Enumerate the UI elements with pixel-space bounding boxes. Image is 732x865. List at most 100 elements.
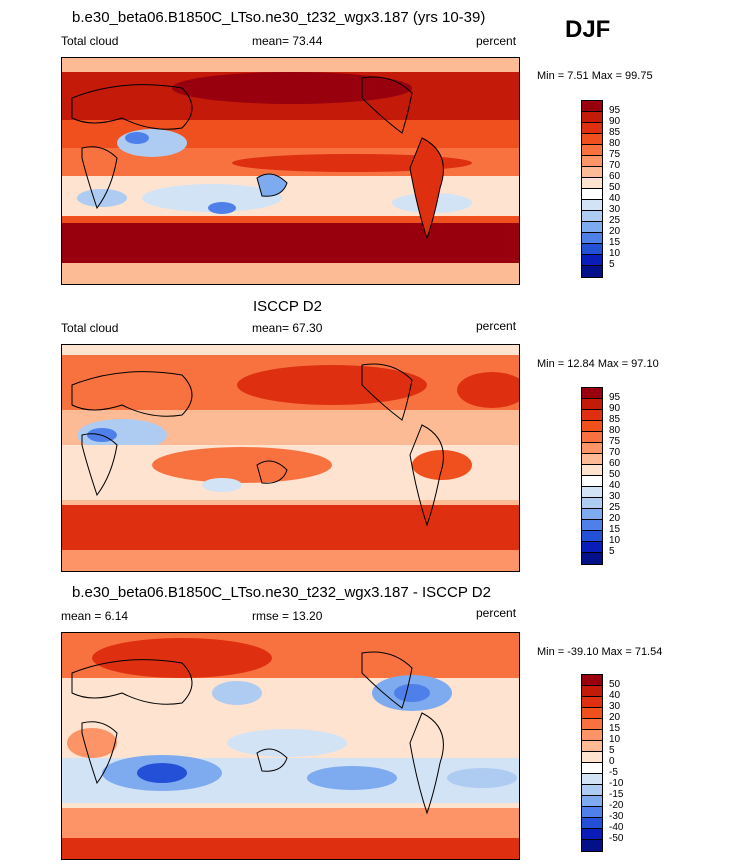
panel3-minmax: Min = -39.10 Max = 71.54 xyxy=(537,646,663,658)
colorbar-swatch xyxy=(582,200,602,211)
colorbar-swatch xyxy=(582,730,602,741)
colorbar-tick-label: 30 xyxy=(609,491,621,502)
colorbar-tick-label: -40 xyxy=(609,822,624,833)
colorbar-swatch xyxy=(582,388,602,399)
colorbar-tick-label: 50 xyxy=(609,469,621,480)
panel1-title: b.e30_beta06.B1850C_LTso.ne30_t232_wgx3.… xyxy=(72,9,486,26)
colorbar-tick-label: 80 xyxy=(609,425,621,436)
colorbar-swatch xyxy=(582,410,602,421)
colorbar-swatch xyxy=(582,211,602,222)
colorbar-swatch xyxy=(582,222,602,233)
colorbar-swatch xyxy=(582,178,602,189)
colorbar-tick-label: -20 xyxy=(609,800,624,811)
panel1-colorbar xyxy=(581,100,603,278)
colorbar-swatch xyxy=(582,719,602,730)
colorbar-tick-label: 70 xyxy=(609,160,621,171)
colorbar-tick-label: 95 xyxy=(609,392,621,403)
colorbar-swatch xyxy=(582,531,602,542)
panel1-units-label: percent xyxy=(476,34,517,48)
colorbar-tick-label: 85 xyxy=(609,127,621,138)
colorbar-swatch xyxy=(582,763,602,774)
colorbar-swatch xyxy=(582,244,602,255)
colorbar-swatch xyxy=(582,465,602,476)
colorbar-swatch xyxy=(582,708,602,719)
colorbar-swatch xyxy=(582,752,602,763)
colorbar-tick-label: 75 xyxy=(609,436,621,447)
colorbar-tick-label: 40 xyxy=(609,690,621,701)
colorbar-tick-label: 80 xyxy=(609,138,621,149)
colorbar-tick-label: 40 xyxy=(609,480,621,491)
panel3-mean-label: mean = 6.14 xyxy=(61,609,129,623)
panel3-colorbar-labels: 50 40 30 20 15 10 5 0 -5 -10 -15 -20 -30 -40 -50 xyxy=(609,674,624,844)
colorbar-tick-label: 30 xyxy=(609,701,621,712)
colorbar-swatch xyxy=(582,498,602,509)
colorbar-tick-label: 25 xyxy=(609,215,621,226)
colorbar-tick-label: -5 xyxy=(609,767,618,778)
colorbar-tick-label: 20 xyxy=(609,226,621,237)
panel3-units-label: percent xyxy=(476,606,517,620)
colorbar-swatch xyxy=(582,829,602,840)
colorbar-tick-label: 40 xyxy=(609,193,621,204)
colorbar-tick-label: 10 xyxy=(609,535,621,546)
colorbar-tick-label: 15 xyxy=(609,723,621,734)
colorbar-tick-label: 10 xyxy=(609,248,621,259)
panel1-variable-label: Total cloud xyxy=(61,34,119,48)
colorbar-swatch xyxy=(582,189,602,200)
panel2-mean-label: mean= 67.30 xyxy=(252,321,323,335)
colorbar-tick-label: 25 xyxy=(609,502,621,513)
colorbar-tick-label: 90 xyxy=(609,116,621,127)
colorbar-swatch xyxy=(582,454,602,465)
colorbar-tick-label: 50 xyxy=(609,679,621,690)
colorbar-tick-label: -15 xyxy=(609,789,624,800)
colorbar-tick-label: -30 xyxy=(609,811,624,822)
panel3-colorbar xyxy=(581,674,603,852)
colorbar-swatch xyxy=(582,807,602,818)
colorbar-tick-label: 5 xyxy=(609,259,615,270)
colorbar-swatch xyxy=(582,443,602,454)
colorbar-tick-label: 75 xyxy=(609,149,621,160)
colorbar-swatch xyxy=(582,785,602,796)
panel2-units-label: percent xyxy=(476,319,517,333)
colorbar-swatch xyxy=(582,112,602,123)
colorbar-swatch xyxy=(582,233,602,244)
colorbar-swatch xyxy=(582,167,602,178)
colorbar-swatch xyxy=(582,686,602,697)
panel3-rmse-label: rmse = 13.20 xyxy=(252,609,323,623)
colorbar-tick-label: 95 xyxy=(609,105,621,116)
panel2-colorbar-labels: 95 90 85 80 75 70 60 50 40 30 25 20 15 10 5 xyxy=(609,387,621,557)
colorbar-tick-label: 60 xyxy=(609,458,621,469)
panel1-colorbar-labels: 95 90 85 80 75 70 60 50 40 30 25 20 15 10 5 xyxy=(609,100,621,270)
panel1-mean-label: mean= 73.44 xyxy=(252,34,323,48)
colorbar-swatch xyxy=(582,697,602,708)
colorbar-tick-label: 60 xyxy=(609,171,621,182)
colorbar-swatch xyxy=(582,774,602,785)
colorbar-swatch xyxy=(582,553,602,564)
colorbar-swatch xyxy=(582,741,602,752)
colorbar-swatch xyxy=(582,487,602,498)
panel2-map xyxy=(61,344,520,572)
colorbar-swatch xyxy=(582,101,602,112)
colorbar-swatch xyxy=(582,255,602,266)
panel2-colorbar xyxy=(581,387,603,565)
colorbar-tick-label: 5 xyxy=(609,745,615,756)
colorbar-tick-label: 50 xyxy=(609,182,621,193)
panel3-difference-field xyxy=(62,633,519,859)
colorbar-tick-label: 10 xyxy=(609,734,621,745)
season-label: DJF xyxy=(565,16,611,43)
panel1-cloud-field xyxy=(62,58,519,284)
colorbar-swatch xyxy=(582,145,602,156)
panel1-map xyxy=(61,57,520,285)
colorbar-tick-label: 85 xyxy=(609,414,621,425)
panel2-minmax: Min = 12.84 Max = 97.10 xyxy=(537,358,659,370)
colorbar-tick-label: 15 xyxy=(609,237,621,248)
colorbar-tick-label: 20 xyxy=(609,712,621,723)
colorbar-swatch xyxy=(582,156,602,167)
colorbar-swatch xyxy=(582,123,602,134)
colorbar-swatch xyxy=(582,542,602,553)
colorbar-swatch xyxy=(582,134,602,145)
panel2-cloud-field xyxy=(62,345,519,571)
colorbar-tick-label: 30 xyxy=(609,204,621,215)
colorbar-tick-label: 15 xyxy=(609,524,621,535)
colorbar-swatch xyxy=(582,840,602,851)
colorbar-tick-label: 5 xyxy=(609,546,615,557)
